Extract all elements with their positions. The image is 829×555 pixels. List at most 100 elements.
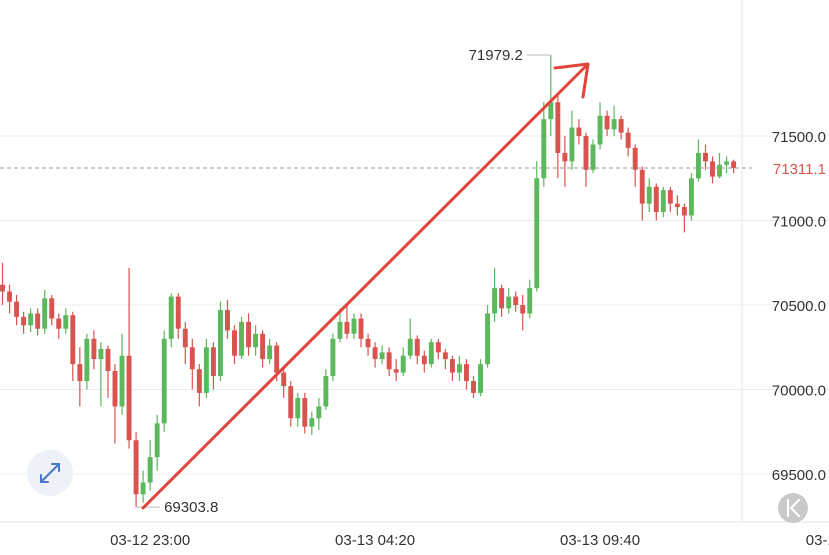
candle-body [239,321,244,356]
candle-body [35,313,41,329]
scroll-latest-button[interactable] [778,493,808,523]
candle-body [203,347,209,393]
candle-body [660,190,666,213]
candle-body [703,152,708,162]
candle-body [14,301,20,317]
candle-body [147,457,153,483]
candle-body [464,364,469,382]
candle-body [625,132,631,148]
candle-body [688,178,694,216]
y-tick-label: 69500.0 [772,467,826,484]
candle-body [513,296,519,306]
candle-body [710,161,715,177]
candle-body [393,369,399,373]
candle-body [534,178,540,289]
candle-body [372,347,378,360]
candle-body [639,169,645,204]
candle-body [604,115,610,130]
candle-body [302,397,308,427]
candle-body [400,355,406,373]
candle-body [618,119,624,133]
candle-body [91,338,97,360]
candle-body [168,296,174,339]
last-price-label: 71311.1 [773,161,826,178]
candle-body [527,288,533,314]
last-price-bg [754,156,829,179]
candle-body [506,296,512,309]
low-label: 69303.8 [164,499,218,516]
candle-body [288,386,294,419]
expand-icon [40,463,60,483]
high-label: 71979.2 [469,47,523,64]
candle-body [267,345,273,360]
candle-body [471,381,476,393]
candle-body [590,144,596,170]
candle-body [7,291,13,302]
candle-body [456,364,462,373]
candle-body [562,152,568,162]
candle-body [28,313,34,326]
scroll-latest-bg[interactable] [778,493,808,523]
x-tick-label: 03-12 23:00 [110,532,190,549]
candle-body [449,359,455,373]
candle-body [667,190,673,204]
candle-body [478,364,483,393]
candle-body [632,147,638,170]
candle-body [225,310,230,331]
candle-body [316,406,322,419]
candle-body [724,161,730,165]
candle-body [674,203,680,208]
candle-body [611,119,617,130]
candle-body [597,115,603,145]
candle-body [731,161,737,168]
candle-body [520,305,526,314]
candle-body [0,284,5,292]
candle-body [161,338,167,424]
candle-body [246,321,252,348]
candle-body [210,347,216,376]
candle-body [569,127,575,162]
candle-body [232,330,237,356]
candle-body [77,364,83,382]
candle-body [119,355,125,407]
candle-body [42,298,48,329]
candle-body [274,345,280,373]
candle-body [646,186,652,204]
candle-body [49,298,55,319]
candle-body [492,288,498,314]
candle-body [485,313,491,365]
candle-body [196,369,202,393]
candle-body [175,296,181,329]
candle-body [358,318,364,339]
candle-body [337,321,343,339]
candle-body [365,338,371,348]
arrow-line [141,64,588,510]
candle-body [695,152,701,179]
candle-body [70,315,76,365]
candle-body [21,316,27,326]
candle-body [295,397,301,419]
trend-arrow [141,62,590,510]
candle-body [260,333,266,360]
grid [0,135,829,475]
candle-body [84,338,90,382]
candle-body [414,338,420,356]
candle-body [386,352,392,370]
candle-body [105,348,111,371]
candle-body [126,355,132,441]
expand-button[interactable] [27,450,73,496]
labels: 69500.0 70000.0 70500.0 71000.0 71500.0 03-12… [0,47,829,549]
candle-body [63,315,69,329]
candle-body [428,342,434,365]
candle-body [576,127,582,137]
candle-body [717,164,723,177]
candle-body [182,328,188,348]
candle-body [98,348,104,360]
y-tick-label: 70500.0 [772,298,826,315]
candle-body [330,338,336,376]
x-tick-label: 03-13 [806,532,829,549]
candle-body [435,342,441,353]
x-tick-label: 03-13 04:20 [335,532,415,549]
candle-body [281,372,287,387]
